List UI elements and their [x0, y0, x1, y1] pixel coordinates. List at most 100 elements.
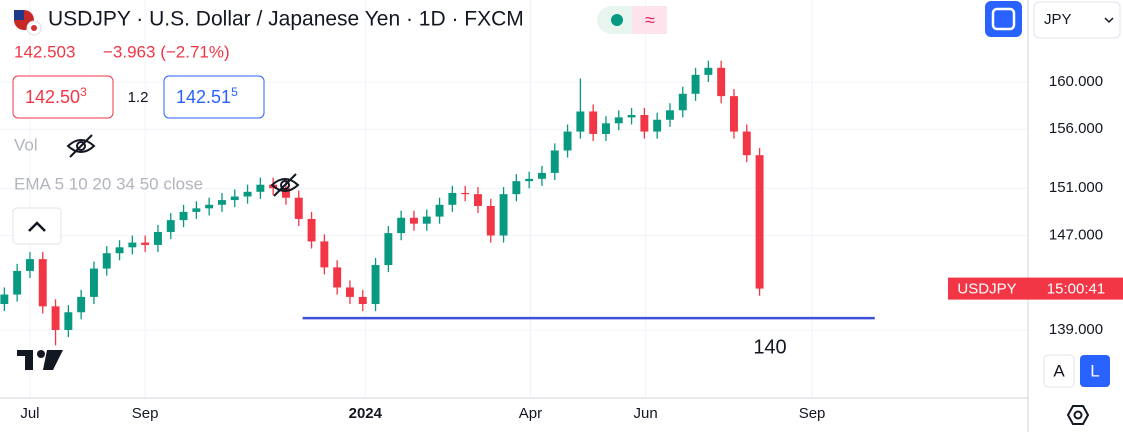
fullscreen-button[interactable]: [985, 1, 1022, 37]
candle-body: [409, 217, 418, 224]
candle-body: [51, 306, 60, 330]
y-tick-label: 147.000: [1049, 226, 1103, 243]
candle-body: [307, 218, 316, 242]
candle-body: [755, 155, 764, 289]
hide-icon[interactable]: [66, 134, 96, 158]
candle-body: [614, 117, 623, 124]
tv-logo: [17, 350, 63, 370]
svg-text:≈: ≈: [645, 10, 655, 30]
candle-body: [13, 270, 22, 295]
candle-body: [89, 268, 98, 297]
price-tag: USDJPY 15:00:41: [948, 277, 1123, 300]
candle-body: [640, 115, 649, 132]
plot: 140: [0, 60, 875, 358]
candle-body: [461, 192, 470, 195]
candle-body: [435, 204, 444, 217]
candle-body: [230, 196, 239, 201]
candle-body: [153, 231, 162, 245]
candle-body: [281, 188, 290, 198]
currency: JPY: [1044, 11, 1072, 28]
scale-button-label: L: [1090, 361, 1099, 380]
candle-body: [294, 197, 303, 219]
candle-body: [102, 253, 111, 269]
log-scale-button[interactable]: L: [1080, 355, 1110, 387]
ask-main: 142.51: [176, 87, 231, 107]
svg-text:142.515: 142.515: [176, 85, 238, 107]
candle-body: [128, 242, 137, 248]
last-price: 142.503: [14, 42, 75, 61]
candle-body: [115, 247, 124, 254]
axes: 139.000 147.000 151.000 156.000 160.000 Jul Se…: [20, 73, 1103, 422]
candle-body: [205, 204, 214, 209]
x-tick-label: Sep: [132, 405, 159, 422]
buy-button[interactable]: 142.515: [163, 75, 265, 119]
status-pill[interactable]: ≈: [597, 6, 667, 34]
candle-body: [525, 178, 534, 182]
candle-body: [192, 208, 201, 212]
candle-body: [384, 233, 393, 266]
candle-body: [678, 93, 687, 111]
candle-body: [397, 217, 406, 234]
x-tick-label: Jul: [20, 405, 39, 422]
candle-body: [38, 259, 47, 307]
collapse-button[interactable]: [12, 207, 62, 245]
scale-button-label: A: [1053, 361, 1065, 380]
candle-body: [179, 211, 188, 221]
candle-body: [666, 110, 674, 120]
x-tick-label: Apr: [519, 405, 542, 422]
candle-body: [499, 194, 508, 236]
candle-body: [717, 67, 726, 97]
candle-body: [563, 131, 572, 151]
candle-body: [358, 296, 367, 304]
y-tick-label: 156.000: [1049, 120, 1103, 137]
candle-body: [371, 265, 380, 304]
candle-body: [141, 242, 150, 245]
ask-pip: 5: [231, 85, 238, 99]
candle-body: [486, 205, 495, 236]
candle-body: [25, 259, 34, 271]
ema-label: EMA 5 10 20 34 50 close: [14, 174, 203, 193]
bid-pip: 3: [80, 85, 87, 99]
x-tick-label: 2024: [349, 405, 383, 422]
auto-scale-button[interactable]: A: [1043, 354, 1075, 388]
symbol-title: USDJPY · U.S. Dollar / Japanese Yen · 1D…: [48, 8, 524, 31]
candle-body: [730, 96, 738, 132]
spread: 1.2: [128, 89, 149, 106]
candle-body: [448, 192, 457, 205]
candle-body: [217, 200, 226, 205]
candle-body: [602, 123, 610, 134]
candle-body: [742, 131, 751, 156]
hide-icon[interactable]: [270, 173, 300, 197]
candle-body: [473, 194, 482, 206]
candle-body: [333, 267, 342, 288]
candle-body: [704, 67, 713, 75]
candle-body: [256, 184, 265, 192]
sell-button[interactable]: 142.503: [12, 75, 114, 119]
candle-body: [691, 74, 700, 94]
candle-body: [512, 181, 521, 195]
candle-body: [166, 220, 175, 232]
price-tag-countdown: 15:00:41: [1047, 281, 1105, 298]
candle-body: [589, 111, 598, 134]
candle-body: [345, 287, 354, 297]
candle-body: [243, 191, 252, 197]
candle-body: [0, 294, 9, 304]
x-tick-label: Sep: [799, 405, 826, 422]
candle-body: [627, 115, 636, 118]
candle-body: [538, 172, 546, 179]
settings-icon[interactable]: [1066, 405, 1090, 425]
flag: [14, 10, 42, 36]
y-tick-label: 160.000: [1049, 73, 1103, 90]
candle-body: [422, 216, 431, 224]
svg-text:142.503: 142.503: [25, 85, 87, 107]
candle-body: [77, 296, 86, 313]
y-tick-label: 151.000: [1049, 179, 1103, 196]
candle-body: [320, 241, 329, 268]
level-label: 140: [753, 336, 786, 358]
candle-body: [653, 119, 662, 132]
currency-select[interactable]: JPY: [1033, 1, 1121, 39]
price-tag-symbol: USDJPY: [957, 281, 1016, 298]
y-tick-label: 139.000: [1049, 321, 1103, 338]
